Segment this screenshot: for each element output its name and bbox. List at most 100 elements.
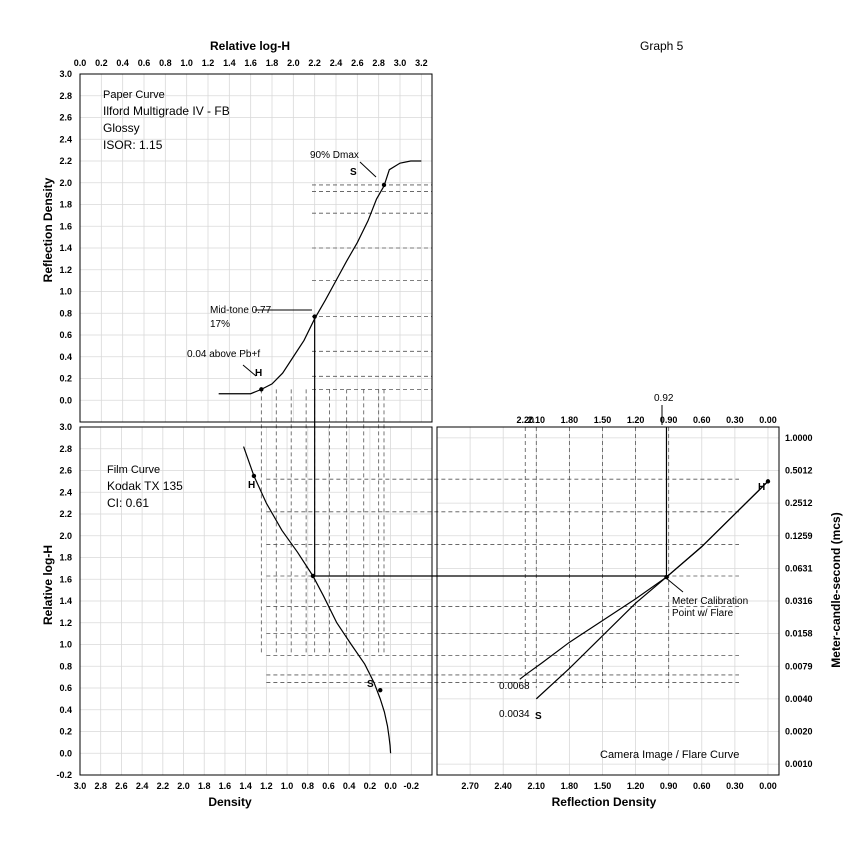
paper-info-3: ISOR: 1.15 [103,138,163,152]
dmax-arrow [359,161,377,178]
camera-x-tick-top: 2.20 [516,415,534,425]
camera-y-tick: 0.0631 [785,563,813,573]
paper-panel-frame [79,73,433,423]
camera-low-value-1: 0.0068 [499,681,530,692]
film-info-0: Film Curve [107,464,160,476]
camera-x-tick-top: 2.10 [528,415,546,425]
paper-key-point [259,387,264,392]
film-y-tick: -0.2 [56,770,72,780]
film-y-tick: 1.4 [59,596,72,606]
film-x-tick: 2.6 [115,781,128,791]
paper-y-tick: 2.6 [59,113,72,123]
paper-y-tick: 3.0 [59,69,72,79]
paper-x-tick: 0.8 [159,58,172,68]
paper-x-tick: 2.6 [351,58,364,68]
camera-x-tick-top: 1.80 [561,415,579,425]
paper-y-title: Reflection Density [41,177,55,282]
film-x-tick: 2.2 [157,781,170,791]
film-y-title: Relative log-H [41,545,55,625]
camera-y-tick: 0.0040 [785,694,813,704]
camera-y-tick: 0.2512 [785,498,813,508]
camera-h-marker: H [758,482,765,493]
film-x-tick: 2.8 [94,781,107,791]
paper-x-tick: 2.8 [372,58,385,68]
camera-y-tick: 0.1259 [785,531,813,541]
paper-y-tick: 0.8 [59,308,72,318]
film-panel-frame [79,426,433,776]
film-s-marker: S [367,679,374,690]
camera-x-tick-bottom: 0.60 [693,781,711,791]
paper-x-tick: 0.6 [138,58,151,68]
camera-y-tick: 1.0000 [785,433,813,443]
film-key-point [251,473,257,479]
camera-x-tick-bottom: 1.50 [594,781,612,791]
paper-x-tick: 1.8 [266,58,279,68]
paper-y-tick: 1.6 [59,221,72,231]
film-y-tick: 2.6 [59,466,72,476]
film-x-tick: 0.2 [364,781,377,791]
paper-y-tick: 1.2 [59,265,72,275]
camera-y-tick: 0.0158 [785,629,813,639]
film-x-title: Density [208,795,252,809]
film-y-tick: 1.0 [59,640,72,650]
paper-y-tick: 0.6 [59,330,72,340]
paper-key-point [381,182,387,188]
camera-x-tick-bottom: 1.80 [561,781,579,791]
camera-x-tick-bottom: 0.00 [759,781,777,791]
paper-x-tick: 1.2 [202,58,215,68]
film-x-tick: 2.0 [177,781,190,791]
film-x-tick: 0.6 [322,781,335,791]
curve-layer [218,160,771,754]
film-y-tick: 0.6 [59,683,72,693]
film-y-tick: 3.0 [59,422,72,432]
camera-x-tick-bottom: 0.30 [726,781,744,791]
film-x-tick: 1.0 [281,781,294,791]
camera-y-tick: 0.0316 [785,596,813,606]
camera-x-tick-top: 1.20 [627,415,645,425]
camera-meter-label-2: Point w/ Flare [672,608,734,619]
paper-x-tick: 3.0 [394,58,407,68]
camera-y-title: Meter-candle-second (mcs) [829,512,843,667]
film-info-1: Kodak TX 135 [107,479,183,493]
paper-x-tick: 1.6 [244,58,257,68]
paper-x-tick: 2.4 [330,58,343,68]
film-x-tick: 0.0 [384,781,397,791]
film-x-tick: 0.8 [302,781,315,791]
camera-x-tick-top: 0.60 [693,415,711,425]
camera-s-marker: S [535,711,542,722]
paper-x-title: Relative log-H [210,39,290,53]
projection-layer [260,184,739,688]
camera-top-value: 0.92 [654,393,674,404]
film-x-tick: 1.4 [239,781,252,791]
film-x-tick: 3.0 [74,781,87,791]
paper-x-tick: 1.0 [180,58,193,68]
paper-info-0: Paper Curve [103,89,165,101]
paper-info-2: Glossy [103,121,140,135]
camera-x-title: Reflection Density [552,795,657,809]
paper-info-1: Ilford Multigrade IV - FB [103,104,230,118]
camera-key-point [664,574,669,580]
camera-x-tick-top: 0.90 [660,415,678,425]
paper-y-tick: 2.4 [59,134,72,144]
film-key-point [378,687,383,693]
paper-y-tick: 2.0 [59,178,72,188]
paper-curve [218,160,422,395]
tick-layer: 0.0 0.2 0.4 0.6 0.8 1.0 1.2 1.4 1.6 1.8 2.0 2.2 2.4 2… [56,58,812,791]
film-y-tick: 2.2 [59,509,72,519]
above-base-arrow [242,364,257,377]
film-y-tick: 0.2 [59,727,72,737]
camera-panel-frame [436,426,780,776]
film-y-tick: 2.4 [59,487,72,497]
paper-x-tick: 2.2 [308,58,321,68]
paper-s-marker: S [350,167,357,178]
paper-y-tick: 0.2 [59,374,72,384]
paper-x-tick: 2.0 [287,58,300,68]
film-x-tick: 1.2 [260,781,273,791]
camera-meter-label-1: Meter Calibration [672,596,748,607]
meter-arrow [665,577,684,593]
paper-x-tick: 1.4 [223,58,236,68]
camera-curve-1 [519,480,769,680]
camera-low-value-2: 0.0034 [499,709,530,720]
film-x-tick: 1.6 [219,781,232,791]
